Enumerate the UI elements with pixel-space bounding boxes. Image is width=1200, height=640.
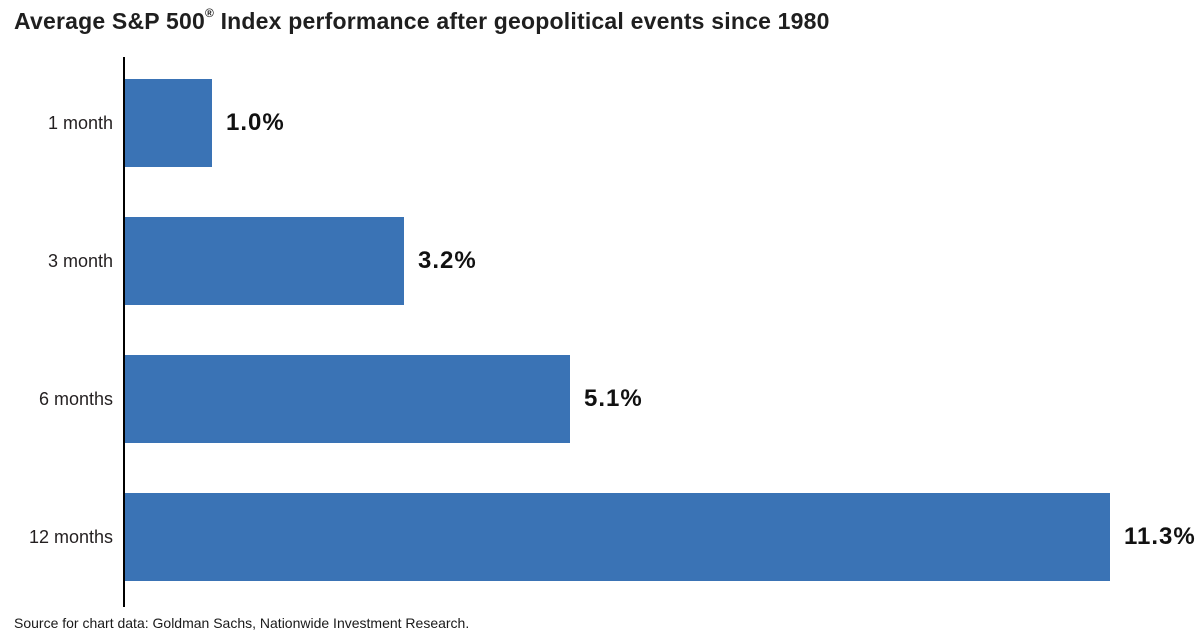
bar-row: 3 month 3.2% (0, 217, 1200, 305)
value-label: 3.2% (418, 247, 477, 274)
bar-row: 1 month 1.0% (0, 79, 1200, 167)
bar-rows: 1 month 1.0% 3 month 3.2% 6 months 5.1% 12 mon… (0, 79, 1200, 581)
y-axis-line (123, 57, 125, 607)
chart-title: Average S&P 500® Index performance after… (14, 6, 830, 35)
value-label: 5.1% (584, 385, 643, 412)
bar-row: 6 months 5.1% (0, 355, 1200, 443)
value-label: 1.0% (226, 109, 285, 136)
bar (125, 493, 1110, 581)
bar (125, 217, 404, 305)
bar (125, 79, 212, 167)
category-label: 12 months (28, 526, 113, 547)
category-label: 3 month (47, 250, 113, 271)
bar-row: 12 months 11.3% (0, 493, 1200, 581)
category-label: 1 month (47, 112, 113, 133)
bar-chart: 1 month 1.0% 3 month 3.2% 6 months 5.1% 12 mon… (0, 57, 1200, 607)
bar (125, 355, 570, 443)
chart-title-text-cont: Index performance after geopolitical eve… (214, 8, 830, 34)
source-note: Source for chart data: Goldman Sachs, Na… (14, 615, 470, 631)
registered-trademark-symbol: ® (204, 6, 214, 20)
value-label: 11.3% (1124, 523, 1196, 550)
category-label: 6 months (38, 388, 113, 409)
chart-title-text: Average S&P 500 (14, 8, 205, 34)
